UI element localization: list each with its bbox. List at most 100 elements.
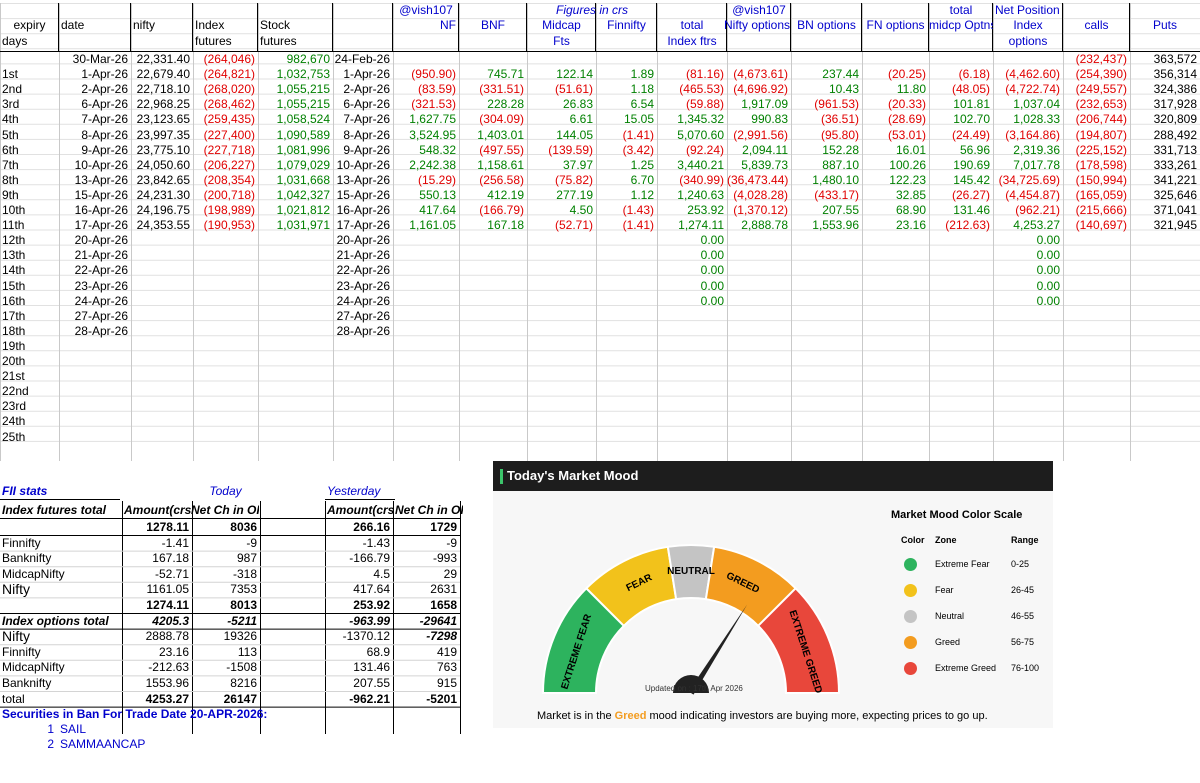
cell-date: 10-Apr-26 <box>74 157 128 172</box>
cell-fnopt: 11.80 <box>896 82 926 97</box>
cell-tot: 1,345.32 <box>677 112 724 127</box>
cell-nopt: 2,888.78 <box>741 218 788 233</box>
cell-nifty: 23,775.10 <box>136 142 190 157</box>
header-handle-1: @vish107 <box>399 3 453 17</box>
cell-d2: 16-Apr-26 <box>336 203 390 217</box>
fii-amount-yday: 4.5 <box>373 566 390 581</box>
cell-nf: 2,242.38 <box>409 157 456 172</box>
fii-netch-header: Net Ch in OI <box>191 503 259 517</box>
cell-nifty: 22,718.10 <box>136 82 190 97</box>
cell-stk: 1,081,996 <box>276 142 330 157</box>
cell-stk: 1,032,753 <box>276 67 330 82</box>
scale-color-dot <box>904 558 917 571</box>
scale-range: 56-75 <box>1011 637 1035 647</box>
fii-netch: 113 <box>237 644 257 659</box>
cell-fin: 6.54 <box>630 97 654 112</box>
cell-fin: 1.18 <box>630 82 654 97</box>
cell-mcopt: 102.70 <box>953 112 990 127</box>
fii-netch-yday: 29 <box>443 566 457 581</box>
header-total: total <box>680 18 704 32</box>
cell-idx: (206,227) <box>203 157 255 172</box>
fii-row-label: total <box>2 691 25 706</box>
fii-netch-yday: 2631 <box>430 582 457 597</box>
cell-nopt: (1,370.12) <box>733 203 788 217</box>
cell-day: 21st <box>2 369 25 384</box>
fii-netch: 19326 <box>223 629 257 644</box>
cell-day: 9th <box>2 187 19 202</box>
fii-amount-yday: -1370.12 <box>342 629 390 644</box>
cell-puts: 321,945 <box>1153 218 1197 233</box>
cell-d2: 28-Apr-26 <box>336 323 390 338</box>
cell-fin: 1.12 <box>630 187 654 202</box>
scale-zone: Extreme Greed <box>935 663 997 673</box>
cell-mcopt: (24.49) <box>951 127 990 142</box>
base-date-2: 24-Feb-26 <box>334 52 390 66</box>
cell-calls: (165,059) <box>1075 187 1127 202</box>
cell-nf: (83.59) <box>417 82 456 97</box>
fii-netch-yday: 1729 <box>430 520 457 534</box>
fii-yesterday: Yesterday <box>327 484 381 498</box>
cell-nopt: 2,094.11 <box>742 142 788 157</box>
cell-d2: 20-Apr-26 <box>336 233 390 248</box>
header-futures2: futures <box>260 34 297 48</box>
cell-d2: 1-Apr-26 <box>343 67 390 82</box>
cell-iopt: 0.00 <box>1036 233 1060 248</box>
cell-d2: 17-Apr-26 <box>336 218 390 233</box>
cell-iopt: 1,037.04 <box>1013 97 1060 112</box>
fii-title: FII stats <box>2 484 48 498</box>
cell-date: 6-Apr-26 <box>81 97 128 112</box>
scale-color-dot <box>904 584 917 597</box>
cell-d2: 22-Apr-26 <box>336 263 390 278</box>
cell-idx: (200,718) <box>203 187 255 202</box>
cell-fnopt: (20.33) <box>887 97 926 112</box>
cell-mcopt: 56.96 <box>959 142 990 157</box>
fii-row-label <box>0 520 122 535</box>
cell-d2: 21-Apr-26 <box>336 248 390 263</box>
cell-fnopt: (53.01) <box>887 127 926 142</box>
cell-stk: 1,021,812 <box>276 203 330 217</box>
cell-bnopt: (36.51) <box>820 112 859 127</box>
header-futures1: futures <box>195 34 232 48</box>
header-index2: Index <box>1013 18 1043 32</box>
scale-color-dot <box>904 610 917 623</box>
fii-netch-header-yday: Net Ch in OI <box>395 503 463 517</box>
cell-nopt: (4,673.61) <box>733 67 788 82</box>
cell-iopt: 0.00 <box>1036 278 1060 293</box>
cell-idx: (227,400) <box>203 127 255 142</box>
scale-color-dot <box>904 636 917 649</box>
header-date: date <box>61 18 85 32</box>
fii-row-label: Banknifty <box>2 676 52 690</box>
cell-idx: (227,718) <box>203 142 255 157</box>
cell-tot: 0.00 <box>700 233 724 248</box>
cell-iopt: (3,164.86) <box>1005 127 1060 142</box>
cell-puts: 288,492 <box>1153 127 1197 142</box>
cell-nopt: (2,991.56) <box>733 127 788 142</box>
cell-stk: 1,031,971 <box>276 218 330 233</box>
cell-tot: 1,274.11 <box>678 218 724 233</box>
cell-fin: (1.41) <box>622 218 654 233</box>
cell-bnopt: 207.55 <box>822 203 859 217</box>
cell-iopt: 1,028.33 <box>1013 112 1060 127</box>
cell-calls: (232,653) <box>1075 97 1127 112</box>
cell-puts: 333,261 <box>1153 157 1197 172</box>
ban-item-number: 2 <box>47 737 54 752</box>
cell-iopt: 0.00 <box>1036 248 1060 263</box>
fii-amount-yday: -166.79 <box>349 551 390 566</box>
fii-amount: 2888.78 <box>145 629 189 644</box>
cell-mid: (52.71) <box>554 218 593 233</box>
header-midcp-optns: midcp Optns <box>929 18 993 32</box>
cell-day: 19th <box>2 338 26 353</box>
scale-header-range: Range <box>1011 535 1039 545</box>
cell-day: 25th <box>2 429 26 444</box>
header-options: options <box>1008 34 1048 48</box>
fii-netch: -318 <box>232 566 257 581</box>
cell-calls: (178,598) <box>1075 157 1127 172</box>
cell-day: 7th <box>2 157 19 172</box>
header-fn-options: FN options <box>866 18 925 32</box>
cell-fnopt: (28.69) <box>887 112 926 127</box>
cell-puts: 324,386 <box>1153 82 1197 97</box>
cell-calls: (194,807) <box>1075 127 1127 142</box>
fii-amount-header: Amount(crs <box>124 503 192 517</box>
header-nf: NF <box>440 18 456 32</box>
scale-header-zone: Zone <box>935 535 957 545</box>
